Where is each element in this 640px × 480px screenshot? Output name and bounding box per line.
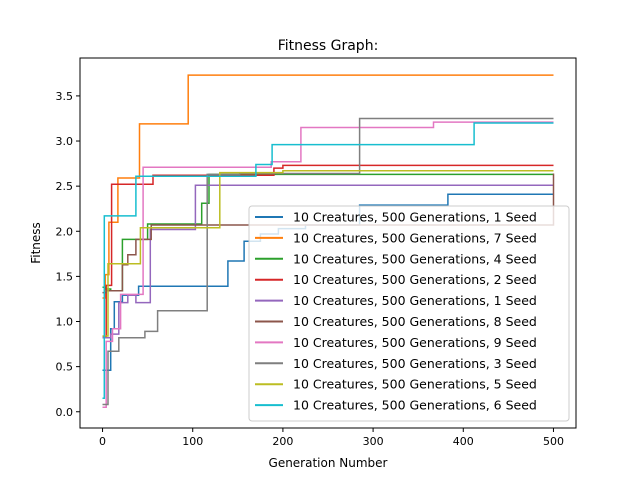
x-tick-label: 0	[99, 435, 106, 448]
y-axis: 0.0 0.5 1.0 1.5 2.0 2.5 3.0 3.5	[56, 90, 80, 419]
series-line-6	[102, 173, 555, 294]
x-tick-label: 500	[543, 435, 564, 448]
y-tick-label: 1.5	[56, 270, 74, 283]
legend-label: 10 Creatures, 500 Generations, 4 Seed	[293, 251, 537, 266]
legend: 10 Creatures, 500 Generations, 1 Seed 10 …	[248, 205, 570, 422]
legend-label: 10 Creatures, 500 Generations, 7 Seed	[293, 230, 537, 245]
y-tick-label: 0.0	[56, 406, 74, 419]
legend-label: 10 Creatures, 500 Generations, 8 Seed	[293, 314, 537, 329]
y-tick-label: 3.5	[56, 90, 74, 103]
y-tick-label: 1.0	[56, 316, 74, 329]
series-line-2	[102, 74, 554, 299]
legend-label: 10 Creatures, 500 Generations, 5 Seed	[293, 377, 537, 392]
chart-title: Fitness Graph:	[278, 38, 379, 54]
legend-label: 10 Creatures, 500 Generations, 3 Seed	[293, 356, 537, 371]
y-tick-label: 0.5	[56, 361, 74, 374]
x-axis-label: Generation Number	[269, 456, 388, 470]
legend-label: 10 Creatures, 500 Generations, 1 Seed	[293, 293, 537, 308]
x-tick-label: 200	[272, 435, 293, 448]
series-line-8	[102, 117, 554, 406]
y-tick-label: 2.0	[56, 225, 74, 238]
plot-frame	[79, 57, 577, 429]
plot-lines	[102, 74, 555, 408]
x-tick-label: 300	[363, 435, 384, 448]
y-tick-label: 2.5	[56, 180, 74, 193]
legend-label: 10 Creatures, 500 Generations, 6 Seed	[293, 398, 537, 413]
series-line-7	[102, 121, 554, 408]
series-line-10	[102, 122, 554, 399]
x-tick-label: 400	[453, 435, 474, 448]
legend-label: 10 Creatures, 500 Generations, 1 Seed	[293, 210, 537, 225]
series-line-4	[102, 164, 554, 338]
y-tick-label: 3.0	[56, 135, 74, 148]
x-axis: 0 100 200 300 400 500	[99, 428, 564, 448]
series-line-9	[102, 170, 554, 337]
legend-box	[248, 205, 570, 422]
legend-label: 10 Creatures, 500 Generations, 2 Seed	[293, 272, 537, 287]
x-tick-label: 100	[182, 435, 203, 448]
y-axis-label: Fitness	[29, 222, 43, 264]
legend-label: 10 Creatures, 500 Generations, 9 Seed	[293, 335, 537, 350]
